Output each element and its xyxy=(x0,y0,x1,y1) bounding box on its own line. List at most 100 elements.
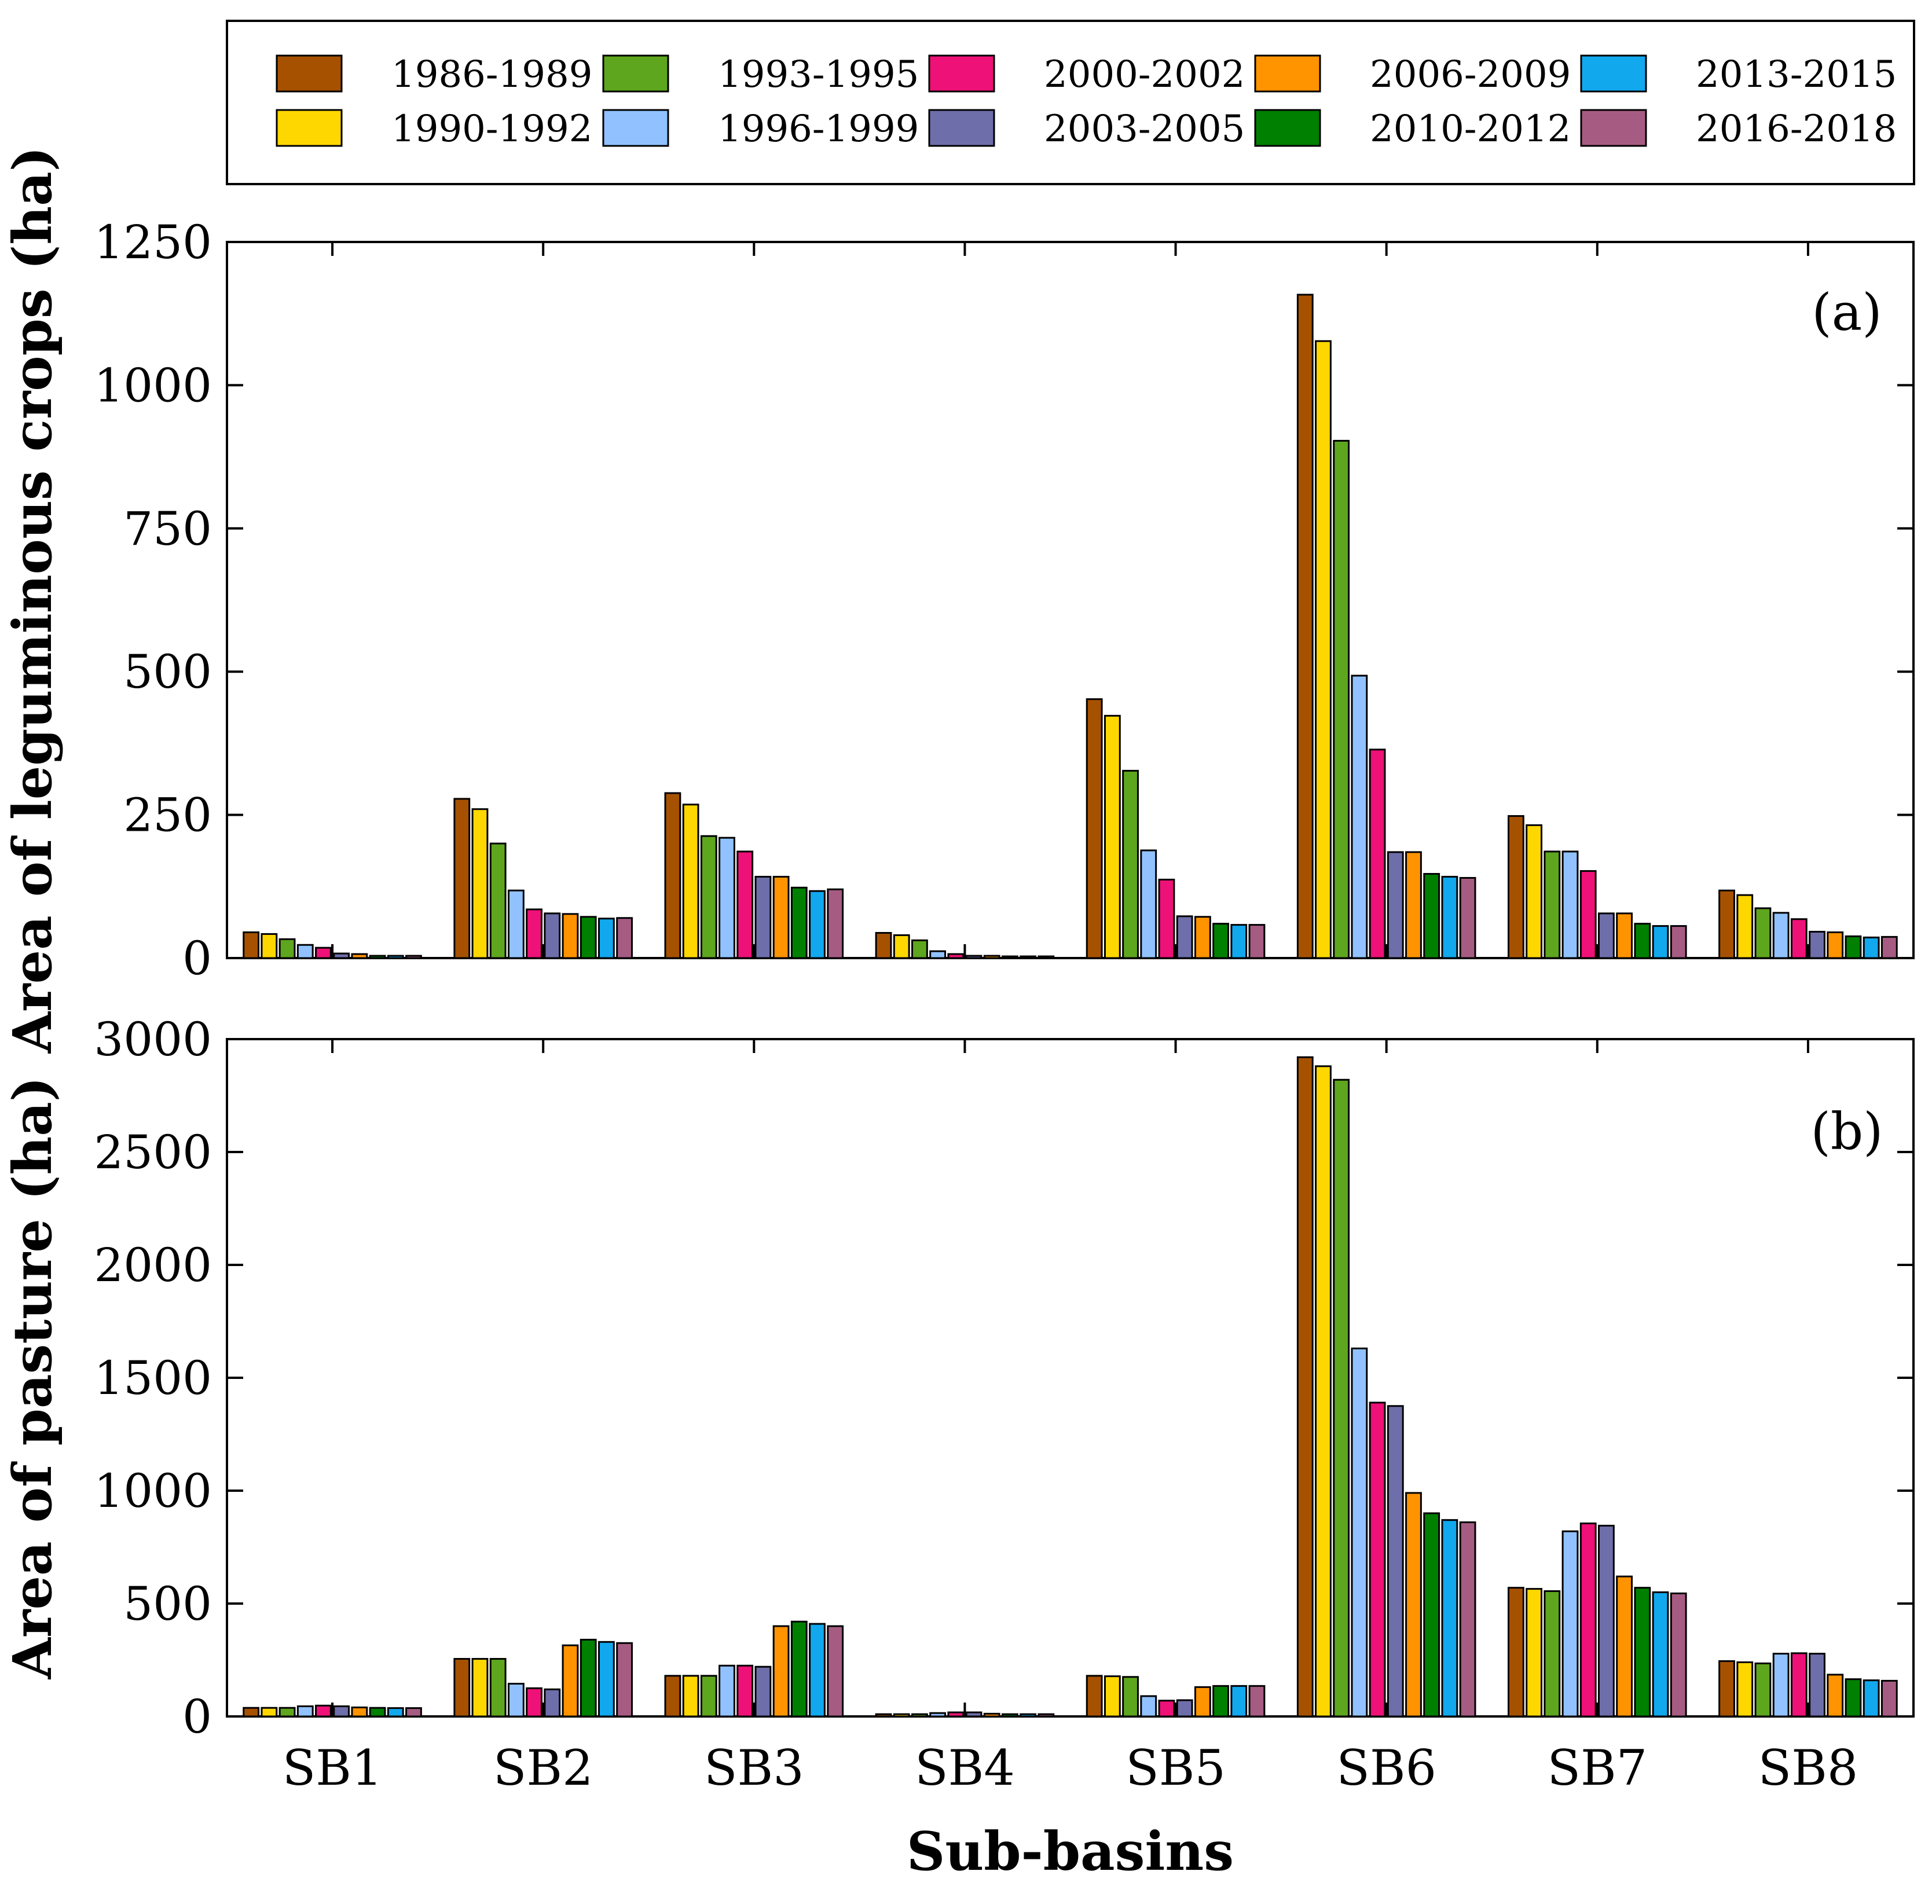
bar xyxy=(1248,1685,1266,1718)
bar xyxy=(1526,1588,1543,1718)
bar xyxy=(1315,1065,1332,1718)
y-axis-title: Area of pasture (ha) xyxy=(1,1077,64,1680)
bar xyxy=(1880,1679,1898,1718)
bar xyxy=(736,1664,754,1718)
bar xyxy=(1634,923,1651,959)
y-tick-label: 750 xyxy=(123,502,212,556)
bar xyxy=(1561,1530,1579,1718)
bar xyxy=(315,1704,332,1718)
y-tick-label: 1000 xyxy=(94,358,212,412)
bar xyxy=(1598,912,1615,959)
bar xyxy=(1561,850,1579,959)
bar xyxy=(580,916,597,959)
bar xyxy=(1670,925,1687,959)
bar xyxy=(1544,1590,1561,1718)
bar xyxy=(369,955,386,959)
bar xyxy=(947,1711,965,1718)
bar xyxy=(405,1707,422,1718)
bar xyxy=(1754,1662,1772,1718)
bar xyxy=(562,1644,579,1718)
legend-swatch xyxy=(276,109,343,147)
bar xyxy=(911,1713,928,1718)
bar xyxy=(1754,907,1772,959)
legend-swatch xyxy=(1580,109,1647,147)
bar xyxy=(1140,1695,1157,1718)
bar xyxy=(754,875,772,959)
bar xyxy=(1230,924,1248,959)
bar xyxy=(736,850,754,959)
bar xyxy=(243,1707,260,1718)
bar xyxy=(893,1713,910,1718)
bar xyxy=(1020,1713,1037,1718)
legend-swatch xyxy=(602,109,669,147)
bar xyxy=(1248,924,1266,959)
bar xyxy=(489,1658,507,1718)
x-tick-label: SB3 xyxy=(704,1740,804,1796)
bar xyxy=(1652,925,1669,959)
x-tick-label: SB4 xyxy=(915,1740,1015,1796)
bar xyxy=(1369,1402,1386,1718)
bar xyxy=(1122,1676,1139,1718)
bar xyxy=(1441,1519,1458,1718)
x-tick-label: SB6 xyxy=(1336,1740,1436,1796)
x-axis-title: Sub-basins xyxy=(907,1820,1234,1883)
bar xyxy=(809,1623,826,1718)
bar xyxy=(507,889,525,959)
legend-swatch xyxy=(928,109,995,147)
bar xyxy=(387,955,404,959)
bar xyxy=(1652,1591,1669,1718)
panel-leguminous-crops: 0 250 500 750 1000 1250 Area of leguminous cro… xyxy=(1,146,1915,1054)
bar xyxy=(453,1658,471,1718)
bar xyxy=(1459,876,1476,959)
bar xyxy=(1718,889,1735,959)
bar xyxy=(1387,851,1404,959)
bar xyxy=(1212,923,1229,959)
legend-label: 2003-2005 xyxy=(1044,108,1245,151)
bar xyxy=(1212,1685,1229,1718)
bar xyxy=(1296,294,1314,959)
legend-swatch xyxy=(928,54,995,93)
panel-pasture: 0 500 1000 1500 2000 2500 3000 Area of pasture … xyxy=(1,1012,1915,1883)
y-tick-label: 2000 xyxy=(94,1238,212,1292)
bar xyxy=(1772,1653,1790,1718)
bar xyxy=(526,1687,542,1718)
bar xyxy=(278,1707,296,1718)
bar xyxy=(1086,1675,1103,1718)
bar xyxy=(1351,674,1368,959)
panel-tag: (b) xyxy=(1811,1102,1883,1161)
bar xyxy=(1038,1713,1055,1718)
bar xyxy=(1230,1685,1248,1718)
bar xyxy=(1736,894,1754,959)
bar xyxy=(544,1688,561,1718)
legend-swatch xyxy=(1254,54,1321,93)
bar xyxy=(1369,749,1386,959)
bar xyxy=(1772,912,1790,959)
x-tick-label: SB2 xyxy=(493,1740,593,1796)
bar xyxy=(700,1675,717,1718)
bar xyxy=(1002,1713,1018,1718)
bar xyxy=(351,1706,368,1718)
bar xyxy=(1038,955,1055,959)
bar xyxy=(1158,1700,1175,1718)
legend-label: 2010-2012 xyxy=(1370,108,1571,151)
legend-label: 1996-1999 xyxy=(718,108,919,151)
legend-label: 2013-2015 xyxy=(1696,53,1897,96)
bar xyxy=(718,837,735,959)
bar xyxy=(1809,930,1825,959)
bar xyxy=(1315,340,1332,959)
y-tick-label: 1500 xyxy=(94,1351,212,1405)
bar xyxy=(1616,1575,1633,1718)
bar xyxy=(1544,850,1561,959)
legend-label: 2000-2002 xyxy=(1044,53,1245,96)
bar xyxy=(526,908,542,959)
y-tick-label: 3000 xyxy=(94,1012,212,1066)
bar xyxy=(1579,1523,1597,1718)
x-tick-label: SB7 xyxy=(1547,1740,1647,1796)
bar xyxy=(1194,916,1211,959)
bar xyxy=(965,955,983,959)
bar xyxy=(1333,439,1350,959)
legend-label: 1993-1995 xyxy=(718,53,919,96)
bar xyxy=(929,950,947,959)
bar xyxy=(489,842,507,959)
